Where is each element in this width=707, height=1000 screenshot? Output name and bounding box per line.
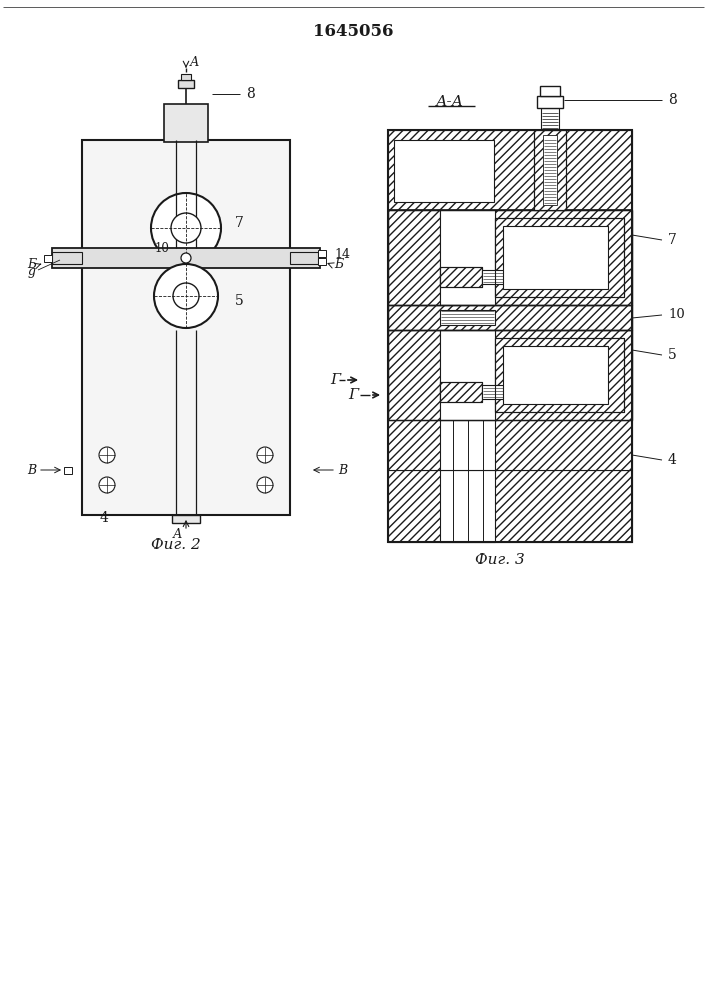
- Text: 5: 5: [235, 294, 244, 308]
- Bar: [388, 305, 632, 330]
- Bar: [388, 305, 632, 330]
- Bar: [388, 330, 632, 420]
- Text: 7: 7: [235, 216, 244, 230]
- Text: В: В: [27, 464, 36, 477]
- Bar: [440, 470, 495, 542]
- Circle shape: [257, 447, 273, 463]
- Circle shape: [173, 283, 199, 309]
- Text: Г: Г: [348, 388, 358, 402]
- Bar: [388, 130, 632, 210]
- Text: А: А: [190, 55, 199, 68]
- Bar: [52, 252, 82, 264]
- Circle shape: [257, 477, 273, 493]
- Bar: [540, 86, 560, 96]
- Bar: [318, 258, 326, 265]
- Bar: [82, 140, 290, 515]
- Bar: [495, 210, 632, 305]
- Text: Б: Б: [334, 258, 343, 271]
- Bar: [534, 130, 566, 210]
- Bar: [440, 382, 482, 402]
- Text: 4: 4: [100, 511, 108, 525]
- Text: 8: 8: [246, 87, 255, 101]
- Bar: [537, 96, 563, 108]
- Bar: [388, 420, 632, 470]
- Text: 10: 10: [668, 308, 685, 322]
- Bar: [290, 252, 318, 264]
- Bar: [495, 338, 624, 412]
- Bar: [503, 346, 608, 404]
- Bar: [44, 255, 52, 262]
- Circle shape: [99, 477, 115, 493]
- Bar: [388, 130, 632, 210]
- Bar: [394, 140, 494, 202]
- Bar: [543, 135, 557, 205]
- Text: Фиг. 3: Фиг. 3: [475, 553, 525, 567]
- Bar: [178, 80, 194, 88]
- Bar: [172, 515, 200, 523]
- Bar: [388, 210, 440, 305]
- Text: 10: 10: [155, 241, 170, 254]
- Text: А-А: А-А: [436, 95, 464, 109]
- Bar: [440, 310, 495, 325]
- Bar: [482, 385, 507, 399]
- Text: 14: 14: [334, 247, 350, 260]
- Text: Б: Б: [27, 258, 36, 271]
- Bar: [388, 130, 632, 542]
- Circle shape: [181, 253, 191, 263]
- Bar: [164, 104, 208, 142]
- Bar: [440, 267, 482, 287]
- Bar: [440, 420, 495, 470]
- Text: 7: 7: [668, 233, 677, 247]
- Bar: [482, 270, 507, 284]
- Text: 1645056: 1645056: [312, 23, 393, 40]
- Circle shape: [154, 264, 218, 328]
- Text: В: В: [338, 464, 347, 477]
- Circle shape: [151, 193, 221, 263]
- Bar: [440, 210, 495, 305]
- Bar: [495, 330, 632, 420]
- Bar: [64, 467, 72, 474]
- Text: 4: 4: [668, 453, 677, 467]
- Bar: [440, 267, 482, 287]
- Text: 5: 5: [668, 348, 677, 362]
- Text: Фиг. 2: Фиг. 2: [151, 538, 201, 552]
- Bar: [318, 250, 326, 257]
- Bar: [388, 330, 440, 420]
- Text: Г: Г: [330, 373, 340, 387]
- Bar: [495, 218, 624, 297]
- Text: А: А: [173, 528, 182, 542]
- Bar: [541, 108, 559, 130]
- Text: g: g: [28, 265, 36, 278]
- Bar: [440, 330, 495, 420]
- Bar: [181, 74, 191, 80]
- Bar: [534, 130, 566, 210]
- Bar: [388, 210, 632, 305]
- Circle shape: [171, 213, 201, 243]
- Circle shape: [99, 447, 115, 463]
- Bar: [388, 470, 632, 542]
- Text: 8: 8: [668, 93, 677, 107]
- Bar: [52, 248, 320, 268]
- Bar: [503, 226, 608, 289]
- Bar: [495, 218, 624, 297]
- Bar: [495, 338, 624, 412]
- Bar: [440, 382, 482, 402]
